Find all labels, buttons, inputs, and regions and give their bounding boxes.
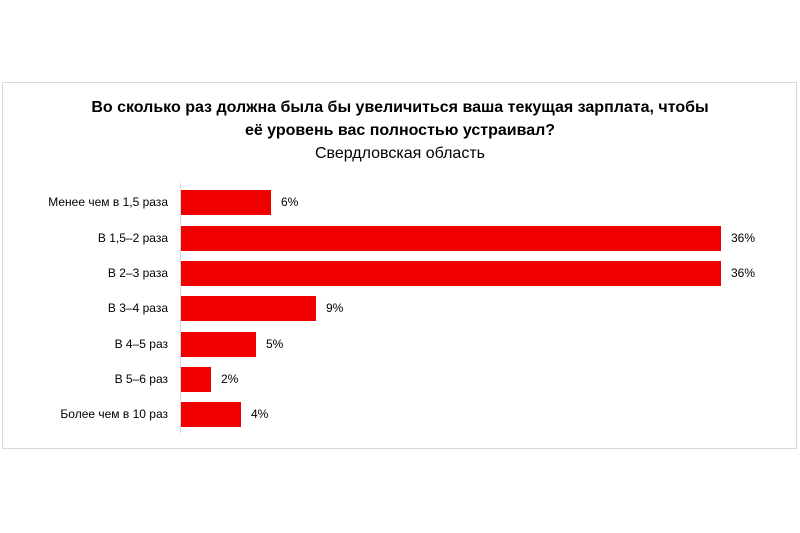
bar-row: В 5–6 раз 2% bbox=[0, 367, 800, 392]
chart-subtitle: Свердловская область bbox=[315, 145, 485, 162]
category-axis-line bbox=[180, 183, 181, 433]
bar-row: В 2–3 раза 36% bbox=[0, 261, 800, 286]
category-label: В 4–5 раз bbox=[114, 337, 168, 351]
bar-row: В 4–5 раз 5% bbox=[0, 332, 800, 357]
category-label: В 2–3 раза bbox=[107, 266, 168, 280]
category-label: В 1,5–2 раза bbox=[97, 231, 168, 245]
bar-row: В 1,5–2 раза 36% bbox=[0, 226, 800, 251]
category-label: Менее чем в 1,5 раза bbox=[48, 195, 168, 209]
value-label: 36% bbox=[731, 266, 756, 280]
value-label: 4% bbox=[251, 407, 269, 421]
category-label: В 5–6 раз bbox=[114, 372, 168, 386]
value-label: 6% bbox=[281, 195, 299, 209]
value-label: 2% bbox=[221, 372, 239, 386]
bar bbox=[181, 226, 721, 251]
bar bbox=[181, 332, 256, 357]
bar-row: Менее чем в 1,5 раза 6% bbox=[0, 190, 800, 215]
bar bbox=[181, 190, 271, 215]
value-label: 5% bbox=[266, 337, 284, 351]
value-label: 36% bbox=[731, 231, 756, 245]
bar-row: Более чем в 10 раз 4% bbox=[0, 402, 800, 427]
bar-row: В 3–4 раза 9% bbox=[0, 296, 800, 321]
bar bbox=[181, 261, 721, 286]
bar bbox=[181, 367, 211, 392]
chart-title-line-1: Во сколько раз должна была бы увеличитьс… bbox=[91, 99, 709, 116]
bar bbox=[181, 296, 316, 321]
value-label: 9% bbox=[326, 301, 344, 315]
category-label: Более чем в 10 раз bbox=[60, 407, 168, 421]
category-label: В 3–4 раза bbox=[107, 301, 168, 315]
chart-title-line-2: её уровень вас полностью устраивал? bbox=[244, 122, 556, 139]
bar bbox=[181, 402, 241, 427]
